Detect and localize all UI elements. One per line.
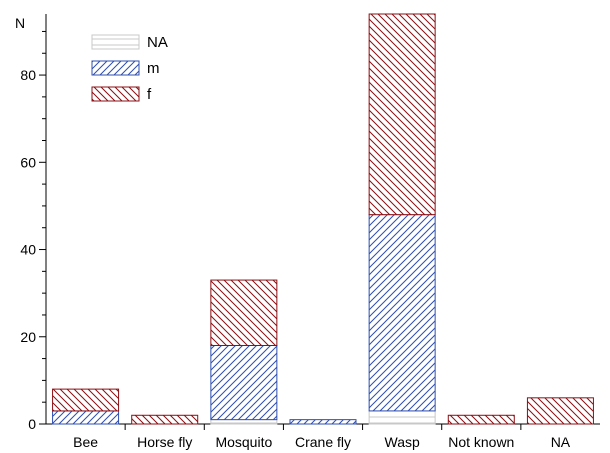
legend: NA m f xyxy=(91,34,168,103)
x-tick-label: Mosquito xyxy=(215,434,272,450)
legend-swatch-m xyxy=(91,60,140,76)
bar-segment-f-wasp xyxy=(368,13,436,216)
x-tick-label: Horse fly xyxy=(137,434,192,450)
legend-swatch-na xyxy=(91,34,140,50)
legend-swatch-f xyxy=(91,86,140,102)
bar-segment-na-mosquito xyxy=(210,419,278,425)
bar-segment-na-wasp xyxy=(368,410,436,425)
x-tick-label: Bee xyxy=(73,434,98,450)
legend-item-na: NA xyxy=(91,34,168,51)
y-axis-label: N xyxy=(15,15,25,31)
x-tick-label: NA xyxy=(551,434,571,450)
bar-segment-f-mosquito xyxy=(210,279,278,346)
bar-segment-f-horse-fly xyxy=(131,414,199,425)
legend-item-m: m xyxy=(91,60,160,77)
y-tick-label: 20 xyxy=(20,329,36,345)
legend-label-f: f xyxy=(147,86,152,103)
y-tick-label: 60 xyxy=(20,154,36,170)
bar-segment-m-bee xyxy=(52,410,120,425)
y-tick-label: 80 xyxy=(20,67,36,83)
legend-item-f: f xyxy=(91,86,152,103)
legend-label-m: m xyxy=(147,60,160,77)
x-tick-label: Wasp xyxy=(385,434,420,450)
legend-label-na: NA xyxy=(147,34,168,51)
bar-segment-m-crane-fly xyxy=(289,419,357,425)
x-tick-label: Not known xyxy=(448,434,514,450)
x-axis-ticks: Bee Horse fly Mosquito Crane fly Wasp Not kno… xyxy=(73,424,571,450)
bar-segment-m-wasp xyxy=(368,214,436,412)
bars-group xyxy=(52,13,594,425)
bar-segment-f-bee xyxy=(52,388,120,412)
y-tick-label: 0 xyxy=(28,416,36,432)
bar-segment-m-mosquito xyxy=(210,344,278,421)
y-tick-label: 40 xyxy=(20,242,36,258)
x-tick-label: Crane fly xyxy=(295,434,351,450)
bar-segment-f-not-known xyxy=(447,414,515,425)
bar-segment-f-na xyxy=(526,397,594,425)
y-axis-ticks: 0 20 40 60 80 xyxy=(20,30,46,432)
